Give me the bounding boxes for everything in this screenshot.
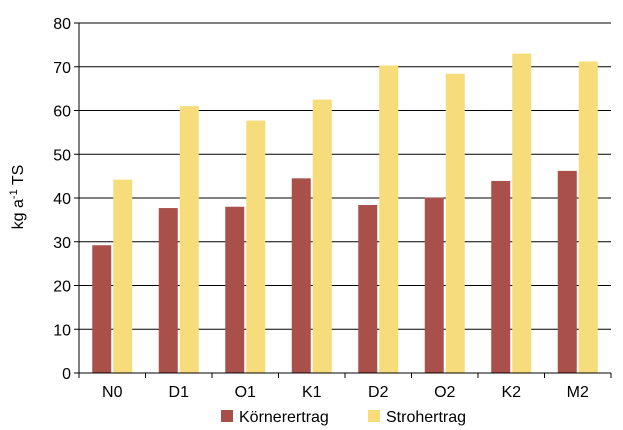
bar-strohertrag-m2 [578, 61, 598, 373]
bar-strohertrag-k2 [512, 53, 532, 373]
x-tick-label: O2 [434, 384, 455, 401]
y-tick-label: 50 [53, 147, 71, 164]
x-tick-label: D2 [368, 384, 389, 401]
x-tick-label: O1 [235, 384, 256, 401]
x-tick-label: M2 [567, 384, 589, 401]
y-axis-title-sup: -1 [8, 189, 20, 199]
bar-koernerertrag-o2 [424, 197, 444, 373]
bar-strohertrag-n0 [113, 179, 133, 373]
bar-strohertrag-k1 [312, 99, 332, 373]
y-axis-title-suffix: TS [10, 165, 27, 190]
bar-strohertrag-d2 [379, 65, 399, 373]
y-tick-label: 40 [53, 191, 71, 208]
bar-koernerertrag-o1 [225, 206, 245, 373]
bar-koernerertrag-d1 [158, 208, 178, 373]
y-tick-label: 70 [53, 60, 71, 77]
bar-strohertrag-o1 [246, 120, 266, 373]
bar-koernerertrag-m2 [557, 170, 577, 373]
x-tick-label: D1 [169, 384, 190, 401]
y-tick-labels: 0 10 20 30 40 50 60 70 80 [53, 16, 79, 383]
axes [78, 23, 611, 374]
y-tick-label: 60 [53, 104, 71, 121]
bar-koernerertrag-k1 [291, 178, 311, 373]
x-tick-label: K2 [501, 384, 521, 401]
y-axis-title-main: kg a [10, 199, 27, 229]
legend: Körnerertrag Strohertrag [221, 409, 466, 426]
bar-koernerertrag-k2 [491, 180, 511, 373]
x-tick-labels: N0 D1 O1 K1 D2 O2 K2 M2 [78, 373, 612, 401]
legend-swatch [368, 410, 380, 422]
legend-label: Körnerertrag [239, 409, 329, 426]
x-tick-label: K1 [302, 384, 322, 401]
bar-koernerertrag-d2 [358, 205, 378, 373]
y-tick-label: 80 [53, 16, 71, 33]
x-tick-label: N0 [102, 384, 123, 401]
y-axis-title: kg a-1 TS [8, 165, 27, 230]
y-tick-label: 20 [53, 279, 71, 296]
y-tick-label: 30 [53, 235, 71, 252]
bar-strohertrag-d1 [179, 106, 199, 373]
bar-strohertrag-o2 [445, 73, 465, 373]
y-tick-label: 0 [62, 366, 71, 383]
legend-label: Strohertrag [386, 409, 466, 426]
y-tick-label: 10 [53, 322, 71, 339]
bars [92, 53, 598, 373]
legend-swatch [221, 410, 233, 422]
bar-koernerertrag-n0 [92, 245, 112, 373]
